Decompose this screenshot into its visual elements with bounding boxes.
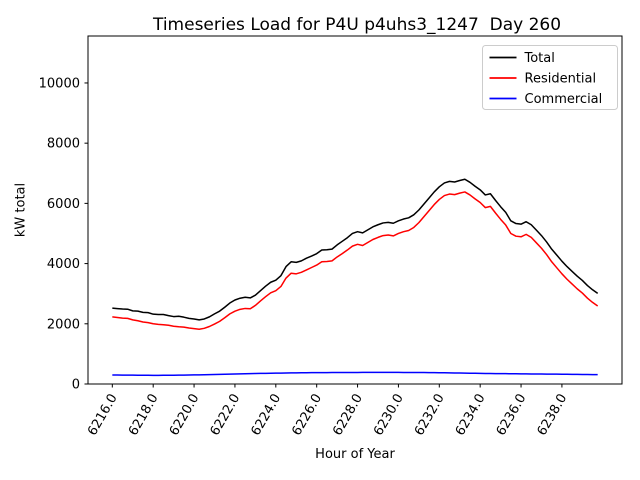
x-tick-label: 6236.0 (494, 392, 530, 439)
series-line-total (112, 178, 599, 321)
legend-label-commercial: Commercial (525, 92, 603, 107)
series-line-residential (112, 191, 599, 330)
x-axis-label: Hour of Year (315, 447, 395, 462)
legend-box (482, 45, 618, 110)
x-tick-label: 6230.0 (371, 392, 407, 439)
series-line-commercial (112, 371, 598, 377)
y-tick-label: 8000 (47, 137, 80, 152)
y-tick-label: 0 (72, 378, 80, 393)
x-tick-label: 6226.0 (289, 392, 325, 439)
y-tick-label: 6000 (47, 197, 80, 212)
y-tick-label: 10000 (39, 76, 80, 91)
axes-border (87, 35, 623, 385)
y-tick-label: 4000 (47, 257, 80, 272)
y-tick-label: 2000 (47, 317, 80, 332)
x-tick-label: 6224.0 (249, 392, 285, 439)
x-tick-label: 6238.0 (535, 392, 571, 439)
x-tick-label: 6220.0 (167, 392, 203, 439)
x-tick-label: 6228.0 (330, 392, 366, 439)
legend-label-residential: Residential (525, 72, 597, 87)
legend-label-total: Total (524, 51, 555, 66)
x-tick-label: 6218.0 (126, 392, 162, 439)
x-tick-label: 6232.0 (412, 392, 448, 439)
x-tick-label: 6216.0 (85, 392, 121, 439)
chart-title: Timeseries Load for P4U p4uhs3_1247 Day … (152, 15, 562, 35)
x-tick-label: 6222.0 (208, 392, 244, 439)
x-tick-label: 6234.0 (453, 392, 489, 439)
